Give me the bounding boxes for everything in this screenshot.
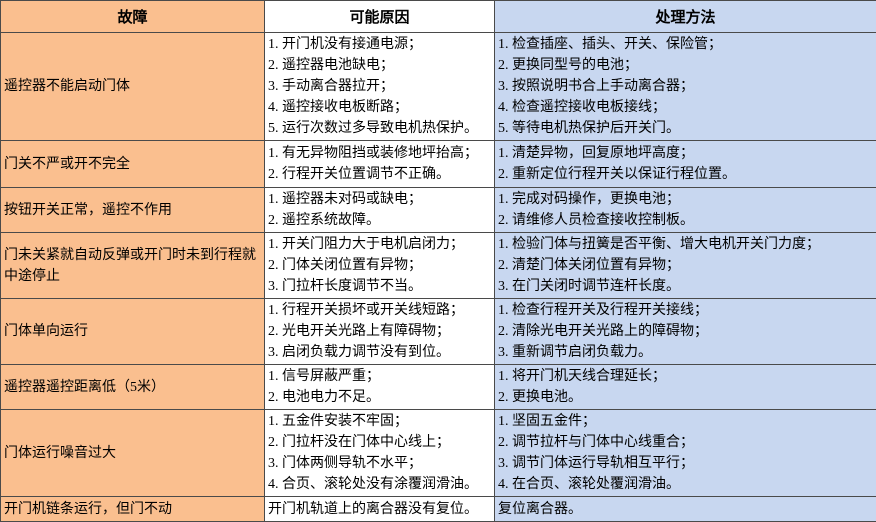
solutions-cell: 1. 完成对码操作，更换电池；2. 请维修人员检查接收控制板。 <box>495 188 876 233</box>
cause-line: 开门机轨道上的离合器没有复位。 <box>268 499 492 520</box>
cause-line: 2. 光电开关光路上有障碍物； <box>268 321 492 342</box>
solution-line: 1. 清楚异物，回复原地坪高度； <box>498 143 874 164</box>
solution-line: 2. 更换同型号的电池； <box>498 55 874 76</box>
cause-line: 3. 门体两侧导轨不水平； <box>268 453 492 474</box>
solution-line: 1. 检查行程开关及行程开关接线； <box>498 300 874 321</box>
causes-cell: 1. 开门机没有接通电源；2. 遥控器电池缺电；3. 手动离合器拉开；4. 遥控… <box>265 33 495 141</box>
column-header-causes: 可能原因 <box>265 1 495 33</box>
causes-cell: 1. 开关门阻力大于电机启闭力；2. 门体关闭位置有异物；3. 门拉杆长度调节不… <box>265 233 495 299</box>
table-row: 遥控器遥控距离低（5米）1. 信号屏蔽严重；2. 电池电力不足。1. 将开门机天… <box>1 365 876 410</box>
fault-cell: 遥控器遥控距离低（5米） <box>1 365 265 410</box>
causes-cell: 1. 遥控器未对码或缺电；2. 遥控系统故障。 <box>265 188 495 233</box>
column-header-fault: 故障 <box>1 1 265 33</box>
solution-line: 2. 清楚门体关闭位置有异物； <box>498 255 874 276</box>
cause-line: 4. 遥控接收电板断路； <box>268 97 492 118</box>
fault-cell: 门未关紧就自动反弹或开门时未到行程就中途停止 <box>1 233 265 299</box>
solution-line: 3. 在门关闭时调节连杆长度。 <box>498 276 874 297</box>
table-row: 开门机链条运行，但门不动开门机轨道上的离合器没有复位。复位离合器。 <box>1 497 876 522</box>
cause-line: 2. 门拉杆没在门体中心线上； <box>268 432 492 453</box>
solution-line: 2. 更换电池。 <box>498 387 874 408</box>
cause-line: 2. 行程开关位置调节不正确。 <box>268 164 492 185</box>
cause-line: 2. 电池电力不足。 <box>268 387 492 408</box>
fault-cell: 门关不严或开不完全 <box>1 141 265 188</box>
cause-line: 1. 开关门阻力大于电机启闭力； <box>268 234 492 255</box>
solution-line: 3. 按照说明书合上手动离合器； <box>498 76 874 97</box>
fault-cell: 门体运行噪音过大 <box>1 410 265 497</box>
solution-line: 4. 在合页、滚轮处覆润滑油。 <box>498 474 874 495</box>
solution-line: 3. 调节门体运行导轨相互平行； <box>498 453 874 474</box>
cause-line: 2. 门体关闭位置有异物； <box>268 255 492 276</box>
cause-line: 1. 信号屏蔽严重； <box>268 366 492 387</box>
solution-line: 2. 重新定位行程开关以保证行程位置。 <box>498 164 874 185</box>
solution-line: 1. 检查插座、插头、开关、保险管； <box>498 34 874 55</box>
cause-line: 1. 行程开关损坏或开关线短路； <box>268 300 492 321</box>
cause-line: 5. 运行次数过多导致电机热保护。 <box>268 118 492 139</box>
causes-cell: 1. 信号屏蔽严重；2. 电池电力不足。 <box>265 365 495 410</box>
cause-line: 3. 手动离合器拉开； <box>268 76 492 97</box>
column-header-solutions: 处理方法 <box>495 1 876 33</box>
cause-line: 2. 遥控系统故障。 <box>268 210 492 231</box>
solutions-cell: 1. 检查插座、插头、开关、保险管；2. 更换同型号的电池；3. 按照说明书合上… <box>495 33 876 141</box>
solutions-cell: 1. 清楚异物，回复原地坪高度；2. 重新定位行程开关以保证行程位置。 <box>495 141 876 188</box>
solutions-cell: 1. 检查行程开关及行程开关接线；2. 清除光电开关光路上的障碍物；3. 重新调… <box>495 299 876 365</box>
causes-cell: 1. 有无异物阻挡或装修地坪抬高；2. 行程开关位置调节不正确。 <box>265 141 495 188</box>
solution-line: 5. 等待电机热保护后开关门。 <box>498 118 874 139</box>
solution-line: 2. 请维修人员检查接收控制板。 <box>498 210 874 231</box>
solution-line: 1. 将开门机天线合理延长； <box>498 366 874 387</box>
solution-line: 2. 清除光电开关光路上的障碍物； <box>498 321 874 342</box>
cause-line: 1. 有无异物阻挡或装修地坪抬高； <box>268 143 492 164</box>
solutions-cell: 复位离合器。 <box>495 497 876 522</box>
solutions-cell: 1. 检验门体与扭簧是否平衡、增大电机开关门力度；2. 清楚门体关闭位置有异物；… <box>495 233 876 299</box>
cause-line: 1. 遥控器未对码或缺电； <box>268 189 492 210</box>
cause-line: 3. 启闭负载力调节没有到位。 <box>268 342 492 363</box>
solution-line: 3. 重新调节启闭负载力。 <box>498 342 874 363</box>
fault-cell: 遥控器不能启动门体 <box>1 33 265 141</box>
causes-cell: 1. 行程开关损坏或开关线短路；2. 光电开关光路上有障碍物；3. 启闭负载力调… <box>265 299 495 365</box>
causes-cell: 开门机轨道上的离合器没有复位。 <box>265 497 495 522</box>
causes-cell: 1. 五金件安装不牢固；2. 门拉杆没在门体中心线上；3. 门体两侧导轨不水平；… <box>265 410 495 497</box>
solution-line: 2. 调节拉杆与门体中心线重合； <box>498 432 874 453</box>
solution-line: 1. 坚固五金件； <box>498 411 874 432</box>
solution-line: 1. 检验门体与扭簧是否平衡、增大电机开关门力度； <box>498 234 874 255</box>
header-row: 故障 可能原因 处理方法 <box>1 1 876 33</box>
cause-line: 2. 遥控器电池缺电； <box>268 55 492 76</box>
solution-line: 4. 检查遥控接收电板接线； <box>498 97 874 118</box>
cause-line: 1. 开门机没有接通电源； <box>268 34 492 55</box>
solutions-cell: 1. 将开门机天线合理延长；2. 更换电池。 <box>495 365 876 410</box>
solution-line: 复位离合器。 <box>498 499 874 520</box>
solutions-cell: 1. 坚固五金件；2. 调节拉杆与门体中心线重合；3. 调节门体运行导轨相互平行… <box>495 410 876 497</box>
cause-line: 3. 门拉杆长度调节不当。 <box>268 276 492 297</box>
fault-cell: 按钮开关正常，遥控不作用 <box>1 188 265 233</box>
solution-line: 1. 完成对码操作，更换电池； <box>498 189 874 210</box>
fault-cell: 门体单向运行 <box>1 299 265 365</box>
cause-line: 4. 合页、滚轮处没有涂覆润滑油。 <box>268 474 492 495</box>
fault-cell: 开门机链条运行，但门不动 <box>1 497 265 522</box>
cause-line: 1. 五金件安装不牢固； <box>268 411 492 432</box>
